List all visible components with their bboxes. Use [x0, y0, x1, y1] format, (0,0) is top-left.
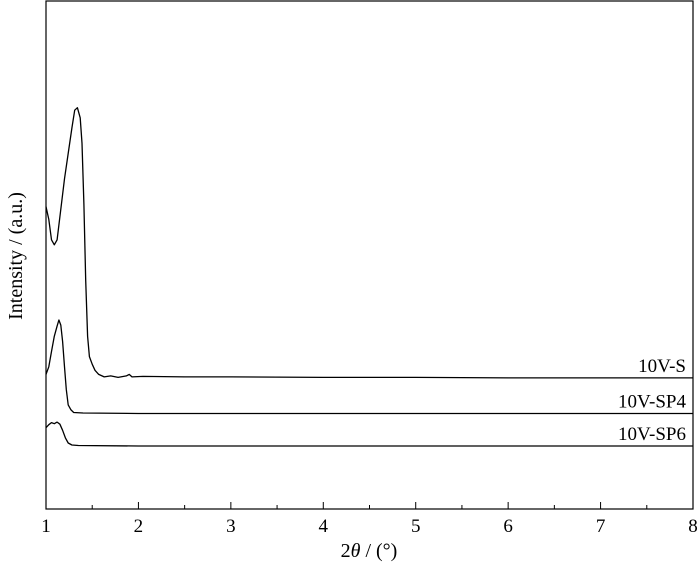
x-axis-title: 2θ / (°) — [341, 540, 398, 562]
series-label-2: 10V-SP4 — [618, 391, 686, 412]
series-label-3: 10V-SP6 — [618, 424, 686, 445]
y-axis-title: Intensity / (a.u.) — [5, 192, 27, 320]
series-line-1 — [45, 107, 693, 379]
x-tick-label: 4 — [319, 516, 329, 537]
x-tick-label: 2 — [134, 516, 144, 537]
series-line-3 — [45, 421, 693, 447]
x-tick-label: 5 — [411, 516, 421, 537]
x-tick-label: 1 — [41, 516, 51, 537]
x-axis-tick-labels: 1 2 3 4 5 6 7 8 — [41, 516, 698, 537]
series-lines — [45, 107, 693, 447]
x-axis-ticks — [45, 502, 694, 509]
x-tick-label: 3 — [226, 516, 236, 537]
series-labels: 10V-S 10V-SP4 10V-SP6 — [618, 356, 686, 445]
x-tick-label: 8 — [688, 516, 698, 537]
series-line-2 — [45, 319, 693, 415]
x-tick-label: 7 — [596, 516, 606, 537]
series-label-1: 10V-S — [638, 356, 686, 377]
x-tick-label: 6 — [503, 516, 513, 537]
plot-frame — [45, 0, 694, 510]
